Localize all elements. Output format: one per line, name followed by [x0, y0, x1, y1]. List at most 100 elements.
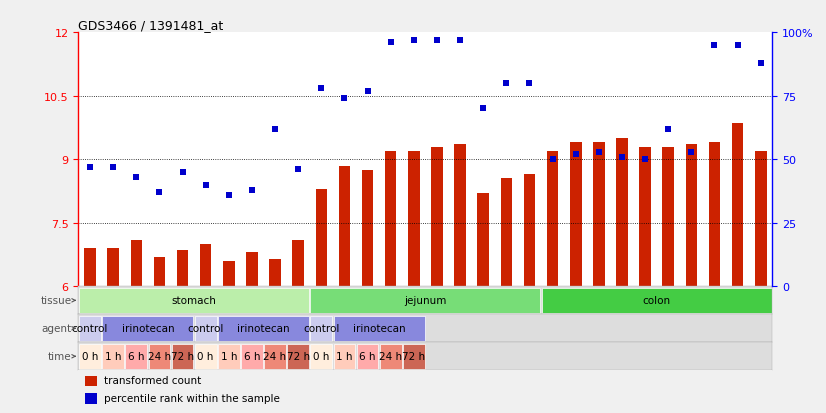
Text: 1 h: 1 h [105, 351, 121, 361]
Bar [84, 249, 96, 287]
Bar [616, 139, 628, 287]
Bar [269, 259, 281, 287]
Point [245, 187, 259, 194]
Bar [501, 179, 512, 287]
Bar [177, 251, 188, 287]
Bar [454, 145, 466, 287]
Bar [149, 344, 170, 369]
Bar [195, 344, 216, 369]
Text: agent: agent [41, 323, 72, 333]
Text: 72 h: 72 h [287, 351, 310, 361]
Bar [334, 316, 425, 341]
Text: 1 h: 1 h [336, 351, 353, 361]
Text: irinotecan: irinotecan [237, 323, 290, 333]
Bar [172, 344, 193, 369]
Bar [316, 190, 327, 287]
Point [292, 167, 305, 173]
Bar [195, 316, 216, 341]
Point [199, 182, 212, 188]
Bar [292, 240, 304, 287]
Text: control: control [188, 323, 224, 333]
Point [569, 152, 582, 158]
Bar [732, 124, 743, 287]
Text: 72 h: 72 h [402, 351, 425, 361]
Bar [287, 344, 309, 369]
Bar [102, 316, 193, 341]
Point [130, 174, 143, 181]
Bar [403, 344, 425, 369]
Bar [380, 344, 401, 369]
Bar [477, 194, 489, 287]
Bar [311, 316, 332, 341]
Bar [200, 244, 211, 287]
Bar [154, 257, 165, 287]
Text: 6 h: 6 h [244, 351, 260, 361]
Text: control: control [303, 323, 339, 333]
Bar [264, 344, 286, 369]
Point [477, 106, 490, 112]
Text: 6 h: 6 h [128, 351, 145, 361]
Text: irinotecan: irinotecan [353, 323, 406, 333]
Point [523, 81, 536, 87]
Text: time: time [48, 351, 72, 361]
Bar [218, 344, 240, 369]
Point [708, 43, 721, 49]
Text: 0 h: 0 h [197, 351, 214, 361]
Bar [709, 143, 720, 287]
Bar [218, 316, 309, 341]
Point [685, 149, 698, 156]
Point [176, 169, 189, 176]
Text: tissue: tissue [40, 296, 72, 306]
Bar [79, 288, 309, 313]
Point [731, 43, 744, 49]
Point [615, 154, 629, 161]
Bar [339, 166, 350, 287]
Bar [593, 143, 605, 287]
Text: control: control [72, 323, 108, 333]
Bar [570, 143, 582, 287]
Bar [686, 145, 697, 287]
Text: 24 h: 24 h [379, 351, 402, 361]
Bar [131, 240, 142, 287]
Point [153, 190, 166, 196]
Bar [431, 147, 443, 287]
Bar [79, 316, 101, 341]
Bar [639, 147, 651, 287]
Text: 6 h: 6 h [359, 351, 376, 361]
Point [384, 40, 397, 47]
Bar [246, 253, 258, 287]
Bar [311, 344, 332, 369]
Bar [755, 152, 767, 287]
Bar [357, 344, 378, 369]
Bar [85, 376, 97, 386]
Point [222, 192, 235, 199]
Text: GDS3466 / 1391481_at: GDS3466 / 1391481_at [78, 19, 224, 32]
Point [268, 126, 282, 133]
Bar [662, 147, 674, 287]
Bar [102, 344, 124, 369]
Bar [362, 171, 373, 287]
Text: 0 h: 0 h [82, 351, 98, 361]
Point [407, 37, 420, 44]
Bar [85, 394, 97, 404]
Bar [524, 175, 535, 287]
Point [453, 37, 467, 44]
Point [662, 126, 675, 133]
Point [638, 157, 652, 163]
Point [546, 157, 559, 163]
Point [430, 37, 444, 44]
Point [338, 96, 351, 102]
Bar [79, 344, 101, 369]
Text: percentile rank within the sample: percentile rank within the sample [103, 393, 279, 404]
Point [83, 164, 97, 171]
Bar [408, 152, 420, 287]
Point [107, 164, 120, 171]
Bar [107, 249, 119, 287]
Text: irinotecan: irinotecan [121, 323, 174, 333]
Bar [547, 152, 558, 287]
Bar [311, 288, 540, 313]
Bar [334, 344, 355, 369]
Point [315, 85, 328, 92]
Point [754, 60, 767, 67]
Bar [223, 261, 235, 287]
